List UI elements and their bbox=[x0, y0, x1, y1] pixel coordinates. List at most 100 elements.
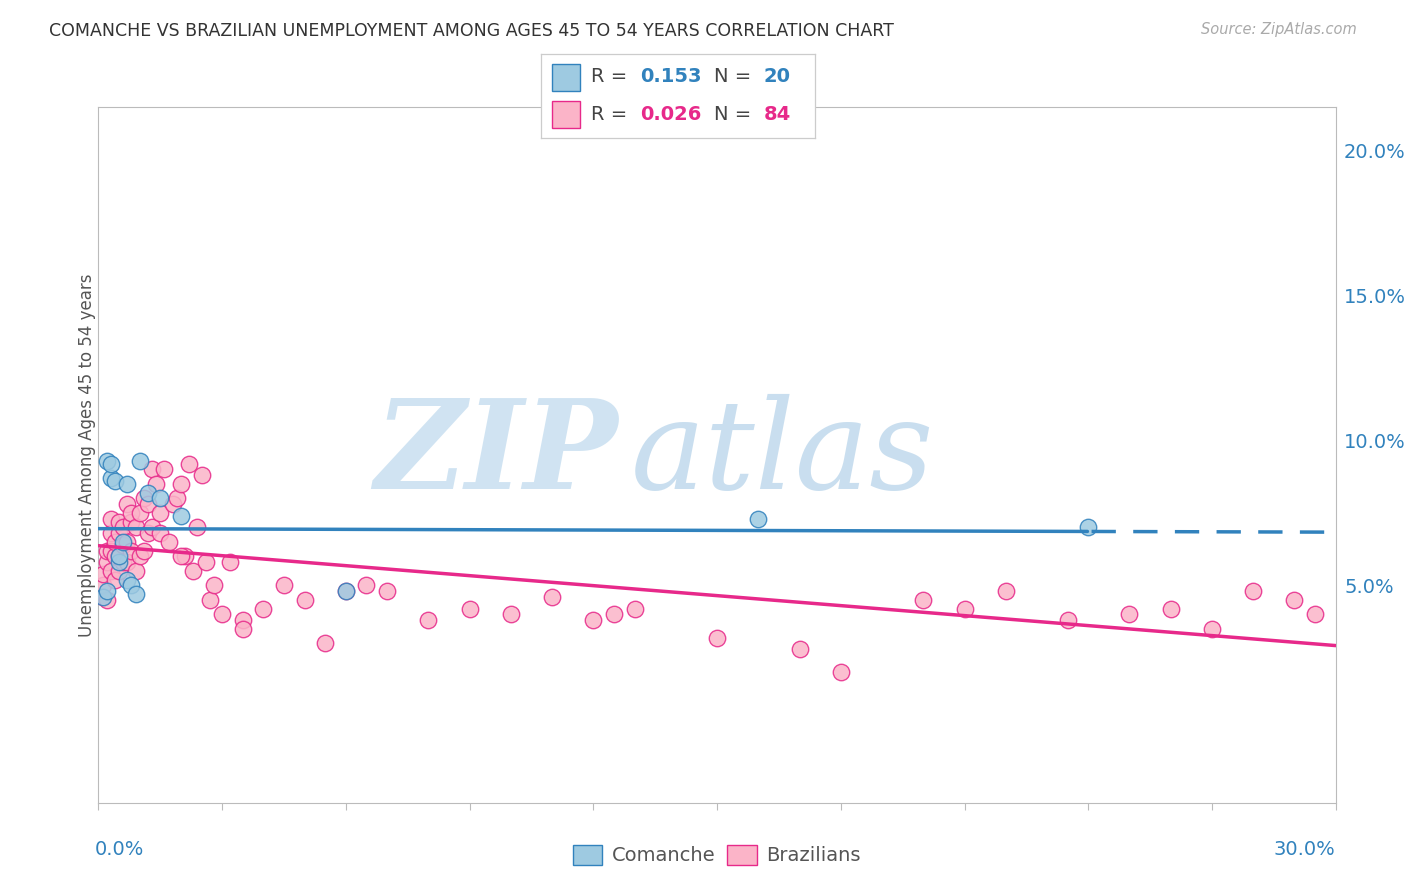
Point bbox=[141, 462, 163, 476]
Point bbox=[162, 497, 184, 511]
Point bbox=[1118, 607, 1140, 622]
Point bbox=[170, 549, 193, 564]
Point bbox=[623, 601, 645, 615]
Point bbox=[789, 642, 811, 657]
Point bbox=[830, 665, 852, 680]
Point bbox=[108, 549, 131, 564]
Point bbox=[108, 555, 131, 569]
Point bbox=[132, 491, 155, 506]
Point bbox=[96, 543, 118, 558]
Point bbox=[157, 534, 180, 549]
Point bbox=[541, 590, 564, 604]
Text: 30.0%: 30.0% bbox=[1274, 840, 1336, 860]
Point bbox=[104, 573, 127, 587]
Point bbox=[994, 584, 1017, 599]
Point bbox=[170, 508, 193, 523]
Point bbox=[232, 613, 254, 627]
Point bbox=[120, 578, 142, 592]
Point bbox=[747, 511, 769, 525]
Point bbox=[181, 564, 204, 578]
Point bbox=[117, 476, 139, 491]
Point bbox=[96, 555, 118, 569]
Text: 0.153: 0.153 bbox=[640, 67, 702, 87]
Text: Source: ZipAtlas.com: Source: ZipAtlas.com bbox=[1201, 22, 1357, 37]
Point bbox=[1241, 584, 1264, 599]
Point bbox=[1201, 622, 1223, 636]
Point bbox=[96, 453, 118, 467]
Point bbox=[198, 592, 221, 607]
Text: atlas: atlas bbox=[630, 394, 934, 516]
Point bbox=[128, 453, 150, 467]
Point bbox=[232, 622, 254, 636]
Point bbox=[108, 515, 131, 529]
Point bbox=[117, 534, 139, 549]
Text: 0.026: 0.026 bbox=[640, 105, 702, 125]
Point bbox=[211, 607, 233, 622]
Point bbox=[1303, 607, 1326, 622]
Point bbox=[458, 601, 481, 615]
Point bbox=[120, 506, 142, 520]
Text: N =: N = bbox=[714, 105, 758, 125]
Point bbox=[194, 555, 217, 569]
Text: R =: R = bbox=[591, 67, 633, 87]
Point bbox=[124, 564, 146, 578]
Point bbox=[186, 520, 208, 534]
Point bbox=[112, 534, 135, 549]
Text: ZIP: ZIP bbox=[374, 394, 619, 516]
Point bbox=[418, 613, 440, 627]
Point bbox=[104, 534, 127, 549]
Point bbox=[104, 549, 127, 564]
Text: COMANCHE VS BRAZILIAN UNEMPLOYMENT AMONG AGES 45 TO 54 YEARS CORRELATION CHART: COMANCHE VS BRAZILIAN UNEMPLOYMENT AMONG… bbox=[49, 22, 894, 40]
Point bbox=[91, 578, 114, 592]
Point bbox=[96, 584, 118, 599]
Point bbox=[170, 476, 193, 491]
Point bbox=[145, 476, 167, 491]
Point bbox=[112, 538, 135, 552]
Point bbox=[219, 555, 242, 569]
Point bbox=[375, 584, 398, 599]
Point bbox=[100, 564, 122, 578]
Point bbox=[252, 601, 274, 615]
Text: 0.0%: 0.0% bbox=[94, 840, 143, 860]
Point bbox=[706, 631, 728, 645]
Point bbox=[1160, 601, 1182, 615]
Point bbox=[104, 474, 127, 488]
Bar bbox=[553, 101, 579, 128]
Point bbox=[100, 543, 122, 558]
Point bbox=[112, 520, 135, 534]
Point bbox=[117, 555, 139, 569]
Point bbox=[128, 549, 150, 564]
Legend: Comanche, Brazilians: Comanche, Brazilians bbox=[565, 837, 869, 873]
Point bbox=[108, 564, 131, 578]
Point bbox=[335, 584, 357, 599]
Point bbox=[91, 566, 114, 581]
Point bbox=[124, 587, 146, 601]
Point bbox=[912, 592, 935, 607]
Point bbox=[149, 526, 172, 541]
Point bbox=[1077, 520, 1099, 534]
Point bbox=[603, 607, 626, 622]
Point bbox=[953, 601, 976, 615]
Point bbox=[273, 578, 295, 592]
Point bbox=[1284, 592, 1306, 607]
Point bbox=[117, 497, 139, 511]
Point bbox=[499, 607, 522, 622]
Point bbox=[120, 515, 142, 529]
Text: R =: R = bbox=[591, 105, 633, 125]
Y-axis label: Unemployment Among Ages 45 to 54 years: Unemployment Among Ages 45 to 54 years bbox=[79, 273, 96, 637]
Point bbox=[136, 497, 159, 511]
Point bbox=[174, 549, 197, 564]
Point bbox=[1056, 613, 1078, 627]
Point bbox=[132, 543, 155, 558]
Point bbox=[117, 573, 139, 587]
Point bbox=[128, 506, 150, 520]
Point bbox=[149, 491, 172, 506]
Point bbox=[100, 526, 122, 541]
Point bbox=[136, 485, 159, 500]
Point bbox=[149, 506, 172, 520]
Point bbox=[112, 555, 135, 569]
Text: N =: N = bbox=[714, 67, 758, 87]
Point bbox=[108, 549, 131, 564]
Point bbox=[96, 592, 118, 607]
Bar bbox=[553, 63, 579, 91]
